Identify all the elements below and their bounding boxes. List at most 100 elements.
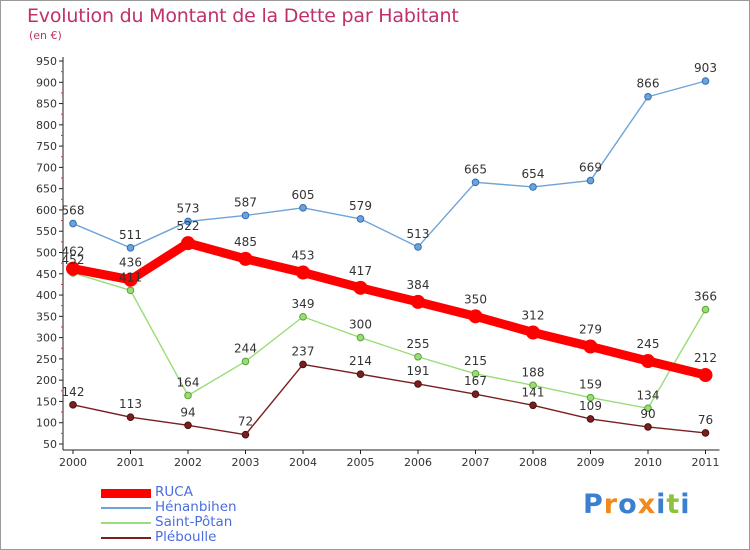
data-label-henanbihen: 579 (349, 199, 372, 213)
y-tick-label: 500 (36, 247, 57, 260)
data-point-ruca (181, 236, 195, 251)
data-label-ruca: 485 (234, 235, 257, 249)
data-point-pleboulle (184, 421, 192, 430)
data-label-saint-potan: 164 (177, 375, 200, 389)
series-line-henanbihen (72, 80, 707, 249)
data-label-ruca: 312 (522, 309, 545, 323)
x-tick-label: 2000 (59, 456, 87, 469)
data-point-saint-potan (644, 404, 652, 413)
y-tick-label: 400 (36, 289, 57, 302)
data-point-saint-potan (126, 286, 135, 295)
y-tick-label: 150 (36, 395, 57, 408)
legend-label: Hénanbihen (155, 499, 237, 515)
data-point-saint-potan (701, 305, 710, 314)
legend-label: Pléboulle (155, 529, 217, 545)
data-point-pleboulle (126, 413, 135, 421)
data-point-henanbihen (529, 183, 537, 191)
data-point-pleboulle (471, 390, 480, 399)
data-point-henanbihen (126, 244, 135, 252)
data-point-ruca (123, 272, 138, 287)
data-point-henanbihen (241, 211, 250, 220)
data-point-ruca (353, 280, 368, 295)
data-label-ruca: 417 (349, 264, 372, 278)
data-point-henanbihen (586, 176, 595, 185)
y-tick-label: 550 (36, 225, 57, 238)
data-label-saint-potan: 134 (637, 388, 660, 402)
y-tick-label: 650 (36, 183, 57, 196)
legend-label: RUCA (155, 484, 193, 500)
logo-letter: i (680, 489, 691, 520)
legend-item-ruca: RUCA (101, 484, 321, 500)
legend-swatch-henanbihen (101, 506, 151, 509)
data-label-pleboulle: 191 (407, 364, 430, 378)
logo-letter: r (603, 489, 619, 520)
logo-letter: o (618, 489, 638, 520)
data-label-henanbihen: 587 (234, 195, 257, 209)
y-tick-label: 250 (36, 353, 57, 366)
data-label-ruca: 212 (694, 351, 717, 365)
data-point-henanbihen (184, 217, 192, 226)
data-label-henanbihen: 513 (407, 227, 430, 241)
y-tick-label: 600 (36, 204, 57, 217)
logo-letter: P (583, 489, 604, 520)
data-point-ruca (411, 294, 425, 309)
data-label-saint-potan: 215 (464, 354, 487, 368)
data-label-henanbihen: 903 (694, 61, 717, 75)
data-point-pleboulle (241, 430, 250, 439)
data-label-ruca: 462 (62, 245, 85, 259)
data-point-henanbihen (69, 219, 77, 228)
legend-swatch-pleboulle (101, 536, 151, 539)
x-tick-label: 2006 (404, 456, 432, 469)
x-tick-label: 2008 (519, 456, 547, 469)
x-tick-label: 2010 (634, 456, 662, 469)
data-point-ruca (698, 368, 713, 383)
data-point-ruca (641, 354, 655, 369)
logo-letter: i (656, 489, 667, 520)
y-tick-label: 450 (36, 268, 57, 281)
data-point-pleboulle (529, 401, 537, 410)
data-label-pleboulle: 90 (640, 407, 655, 421)
chart-title: Evolution du Montant de la Dette par Hab… (27, 5, 459, 27)
logo-letter: x (637, 489, 657, 520)
data-label-saint-potan: 349 (292, 297, 315, 311)
data-label-ruca: 522 (177, 219, 200, 233)
y-tick-label: 700 (36, 161, 57, 174)
data-point-pleboulle (69, 401, 77, 409)
data-label-saint-potan: 255 (407, 337, 430, 351)
data-point-saint-potan (241, 357, 250, 366)
data-label-henanbihen: 866 (637, 77, 660, 91)
data-label-pleboulle: 214 (349, 354, 372, 368)
chart-subtitle: (en €) (29, 29, 62, 42)
y-tick-label: 200 (36, 374, 57, 387)
data-point-pleboulle (586, 415, 595, 423)
data-label-ruca: 350 (464, 292, 487, 306)
y-tick-label: 900 (36, 76, 57, 89)
data-point-saint-potan (414, 352, 422, 361)
y-tick-label: 750 (36, 140, 57, 153)
series-line-pleboulle (72, 363, 707, 436)
logo-letter: t (666, 489, 681, 520)
data-label-ruca: 245 (637, 337, 660, 351)
data-point-pleboulle (644, 423, 652, 431)
data-label-pleboulle: 94 (180, 405, 195, 419)
data-label-henanbihen: 605 (292, 188, 315, 202)
data-point-henanbihen (471, 178, 480, 187)
data-label-ruca: 279 (579, 323, 602, 337)
data-label-henanbihen: 568 (62, 204, 85, 218)
proxiti-logo: Proxiti (583, 489, 691, 520)
data-label-ruca: 384 (407, 278, 430, 292)
data-label-pleboulle: 141 (522, 385, 545, 399)
x-tick-label: 2004 (289, 456, 317, 469)
y-tick-label: 850 (36, 98, 57, 111)
data-label-pleboulle: 237 (292, 344, 315, 358)
x-tick-label: 2007 (462, 456, 490, 469)
data-point-ruca (468, 309, 483, 324)
legend-swatch-saint-potan (101, 521, 151, 524)
data-label-ruca: 436 (119, 256, 142, 270)
data-point-pleboulle (701, 429, 710, 437)
data-point-henanbihen (644, 92, 652, 101)
data-point-saint-potan (471, 369, 480, 378)
legend-item-pleboulle: Pléboulle (101, 529, 321, 545)
data-label-henanbihen: 654 (522, 167, 545, 181)
data-label-pleboulle: 72 (238, 415, 253, 429)
